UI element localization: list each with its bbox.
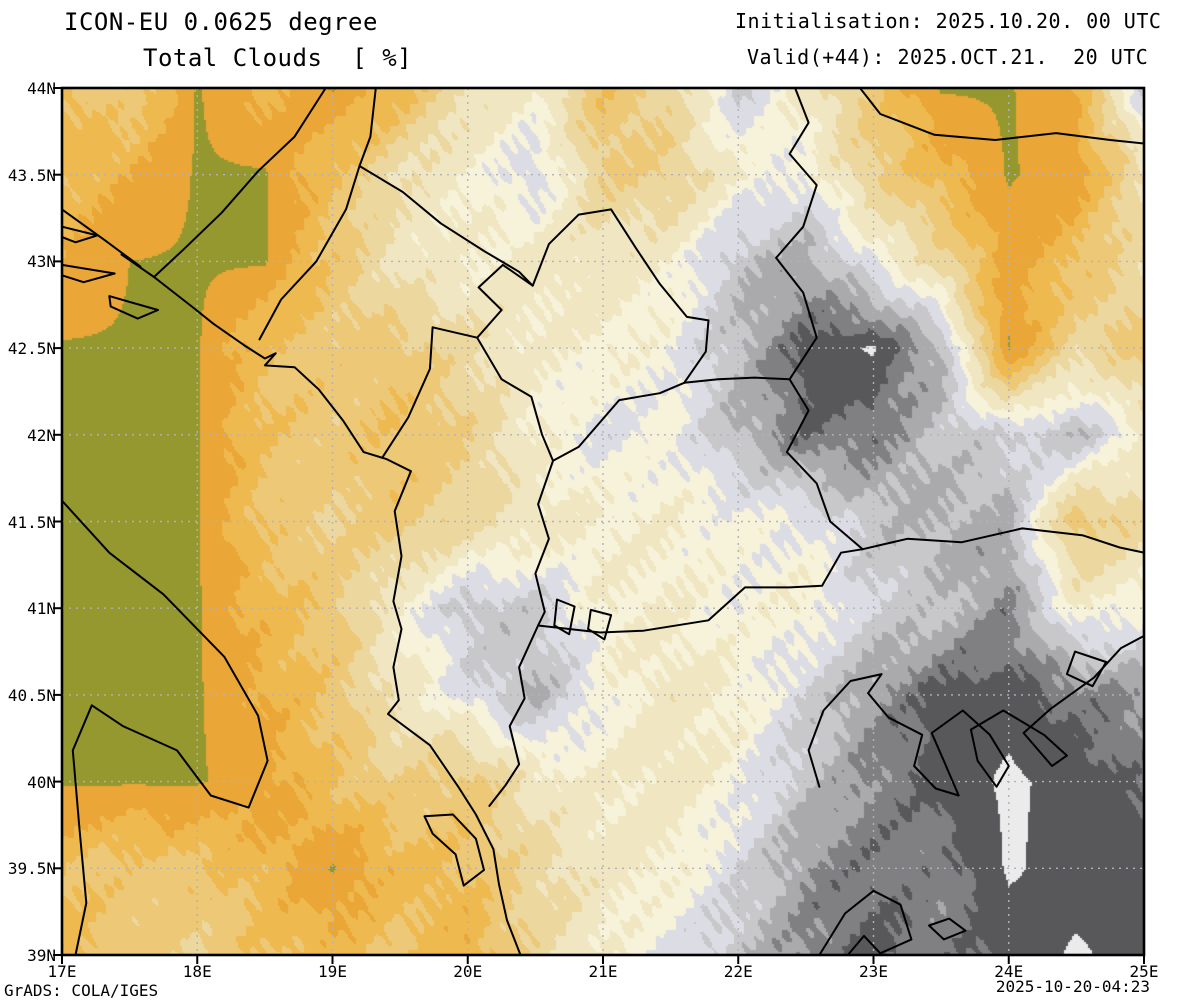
lat-tick-label: 40.5N — [7, 685, 56, 705]
coastline-island-mljet — [108, 295, 159, 320]
coastline-island-corfu — [423, 813, 485, 887]
coastline-italy-apulia — [61, 499, 269, 956]
lat-tick-label: 39N — [27, 946, 56, 965]
initialisation-time-label: Initialisation: 2025.10.20. 00 UTC — [735, 9, 1162, 33]
border-bulgaria-romania-danube — [859, 87, 1145, 145]
creation-timestamp-label: 2025-10-20-04:23 — [995, 977, 1150, 996]
coastline-lake-ohrid — [553, 598, 576, 636]
border-macedonia-bulgaria — [785, 378, 864, 551]
coastline-island-korcula — [61, 263, 116, 284]
lat-tick-label: 39.5N — [7, 859, 56, 879]
coastline-lake-prespa — [587, 608, 613, 641]
lon-tick-label: 20E — [453, 962, 483, 981]
border-macedonia-greece — [537, 548, 864, 634]
lat-tick-label: 42N — [27, 425, 56, 445]
lat-tick-label: 41.5N — [7, 512, 56, 532]
lat-tick-label: 42.5N — [7, 339, 56, 359]
lat-tick-label: 44N — [27, 79, 56, 98]
border-kosovo-boundary — [476, 208, 710, 462]
model-title: ICON-EU 0.0625 degree — [64, 8, 378, 36]
coastline-island-hvar — [61, 225, 99, 244]
border-montenegro-albania — [381, 326, 479, 459]
grads-credit-label: GrADS: COLA/IGES — [4, 981, 159, 1000]
lon-tick-label: 23E — [859, 962, 888, 981]
border-bosnia-croatia — [153, 87, 327, 278]
border-albania-macedonia — [534, 459, 554, 627]
coastline-balkan-adriatic-ionian — [61, 208, 522, 956]
coastline-island-sporades — [928, 917, 967, 941]
lon-tick-label: 19E — [318, 962, 347, 981]
border-serbia-macedonia — [683, 376, 791, 384]
coastline-island-thasos — [1065, 650, 1108, 688]
lon-tick-label: 24E — [994, 962, 1024, 981]
lon-tick-label: 22E — [723, 962, 753, 981]
lon-tick-label: 17E — [47, 962, 77, 981]
lon-tick-label: 25E — [1129, 962, 1159, 981]
coastline-pelion-coast — [818, 889, 913, 956]
lat-tick-label: 43N — [27, 252, 56, 272]
lat-tick-label: 41N — [27, 599, 56, 619]
border-albania-greece — [488, 624, 540, 807]
border-bulgaria-greece — [861, 527, 1145, 554]
coastline-chalkidiki-coast — [807, 634, 1145, 797]
lat-tick-label: 40N — [27, 772, 56, 792]
valid-time-label: Valid(+44): 2025.OCT.21. 20 UTC — [747, 45, 1149, 69]
border-serbia-bulgaria — [775, 87, 818, 381]
lon-tick-label: 18E — [182, 962, 212, 981]
border-bosnia-serbia-montenegro — [358, 87, 534, 287]
lon-tick-label: 21E — [588, 962, 618, 981]
lat-tick-label: 43.5N — [7, 165, 56, 185]
border-bosnia-montenegro — [258, 165, 361, 341]
product-title: Total Clouds [ %] — [143, 44, 413, 72]
